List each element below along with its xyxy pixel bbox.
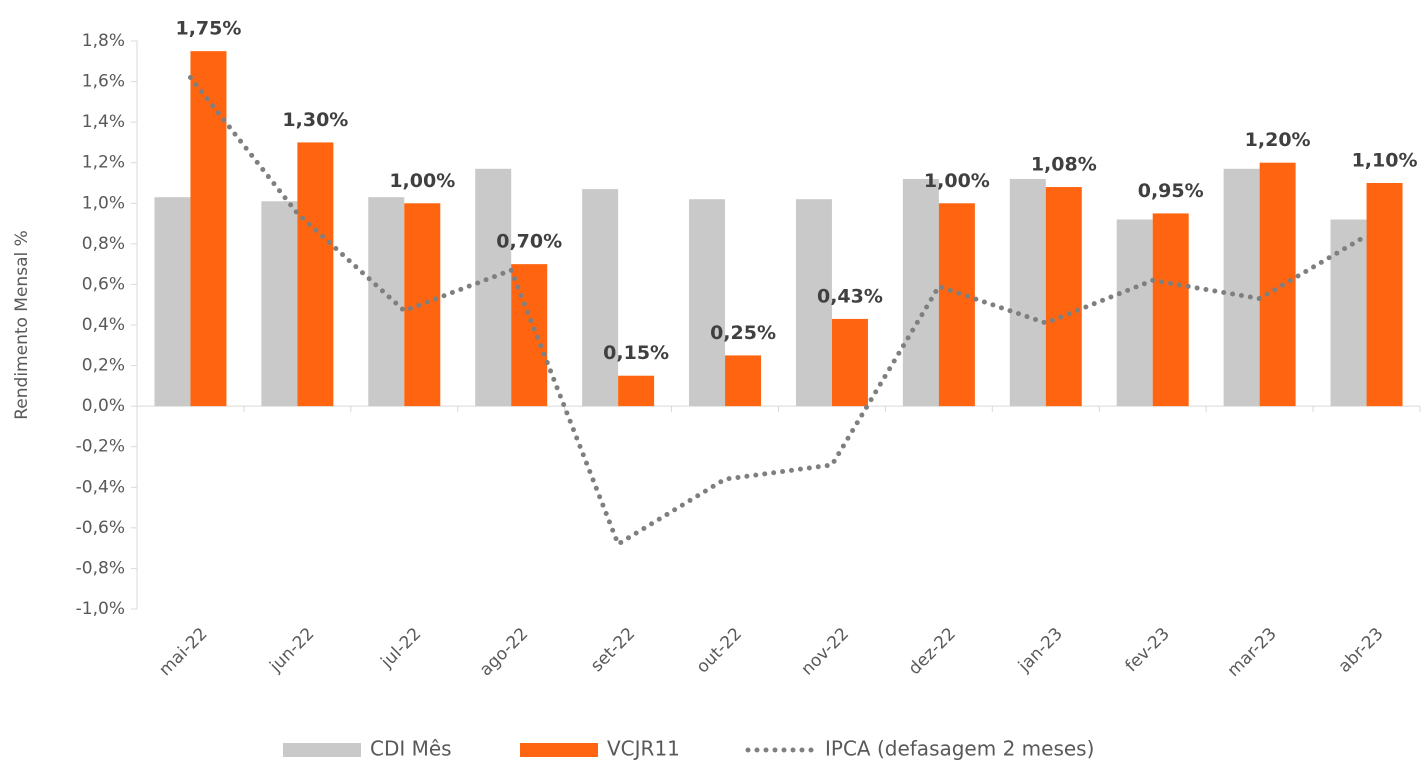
y-tick-label: 0,4% [82,315,125,335]
legend-label: CDI Mês [370,737,452,761]
x-tick-label: out-22 [693,624,746,677]
bar [1152,213,1189,407]
bar [795,199,832,407]
x-tick-label: set-22 [587,624,639,676]
legend-label: VCJR11 [607,737,680,761]
data-label: 0,15% [603,342,669,364]
x-tick-label: jun-22 [265,624,318,677]
legend-swatch [520,743,598,757]
bar [1330,219,1367,407]
x-tick-label: mai-22 [155,624,211,680]
data-label: 0,70% [496,231,562,253]
bar [368,197,405,407]
y-tick-label: -1,0% [76,599,125,619]
data-label: 1,08% [1031,154,1097,176]
y-axis-label: Rendimento Mensal % [12,230,32,420]
data-label: 0,43% [817,285,883,307]
x-tick-label: nov-22 [797,624,853,680]
x-tick-label: jul-22 [377,624,426,673]
bar [1116,219,1153,407]
data-label: 1,75% [175,18,241,40]
y-tick-label: 1,4% [82,112,125,132]
x-tick-label: mar-23 [1224,624,1281,681]
data-label: 0,25% [710,322,776,344]
bar [1223,168,1260,407]
legend-swatch [283,743,361,757]
legend-label: IPCA (defasagem 2 meses) [825,737,1094,761]
x-tick-label: abr-23 [1335,624,1388,677]
bar [618,375,655,407]
bar [297,142,334,407]
data-label: 0,95% [1138,180,1204,202]
y-tick-label: 0,0% [82,396,125,416]
y-tick-label: -0,8% [76,558,125,578]
bar [831,318,868,407]
bar [938,203,975,407]
bar [1366,183,1403,407]
x-tick-label: jan-23 [1014,624,1067,677]
data-label: 1,20% [1245,129,1311,151]
bar [582,189,619,407]
bar [725,355,762,407]
data-label: 1,10% [1352,150,1418,172]
data-label: 1,00% [389,170,455,192]
y-tick-label: 0,2% [82,356,125,376]
bar [404,203,441,407]
bar [902,178,939,407]
bar [689,199,726,407]
x-tick-label: fev-23 [1122,624,1174,676]
bar [154,197,191,407]
y-tick-label: -0,2% [76,437,125,457]
y-tick-label: 1,2% [82,153,125,173]
bar [475,168,512,407]
y-tick-label: 1,0% [82,193,125,213]
y-tick-label: 1,8% [82,31,125,51]
x-tick-label: dez-22 [905,624,960,679]
data-label: 1,00% [924,170,990,192]
bar [1009,178,1046,407]
y-tick-label: 0,6% [82,274,125,294]
data-label: 1,30% [282,109,348,131]
y-tick-label: -0,4% [76,477,125,497]
y-tick-label: -0,6% [76,518,125,538]
line [187,75,1370,548]
y-tick-label: 1,6% [82,72,125,92]
bar [1045,187,1082,407]
y-tick-label: 0,8% [82,234,125,254]
x-tick-label: ago-22 [476,624,532,680]
bar [261,201,298,407]
bar [1259,162,1296,407]
bar [190,51,227,407]
